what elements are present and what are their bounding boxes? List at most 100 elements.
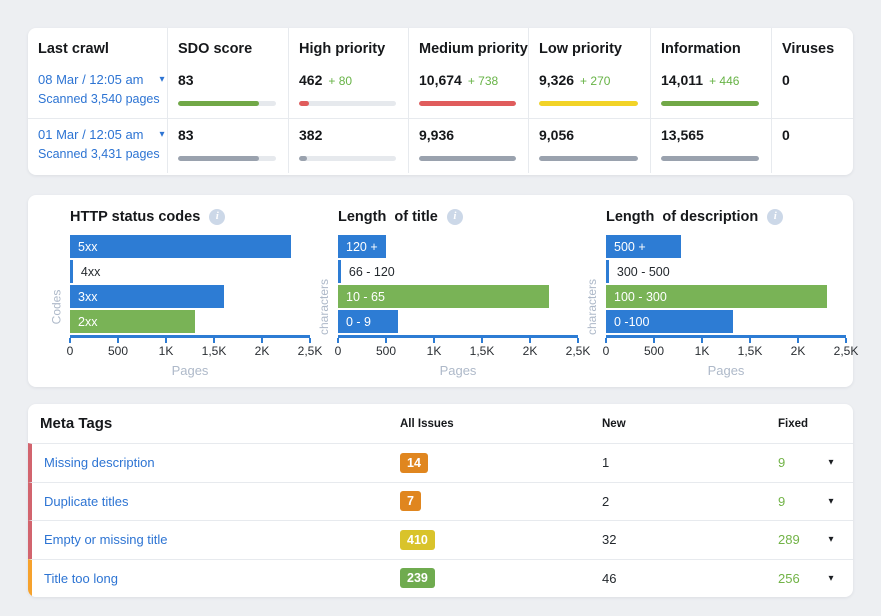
metric-bar-track [299, 156, 396, 161]
x-axis-tick-labels: 05001K1,5K2K2,5K [70, 343, 310, 360]
column-header-last-crawl: Last crawl [28, 28, 167, 64]
chart-bar-label: 0 -100 [606, 315, 649, 329]
new-count: 32 [602, 532, 778, 547]
x-axis-tick-label: 2K [523, 344, 538, 358]
x-axis-tick-label: 1K [695, 344, 710, 358]
chevron-down-icon[interactable]: ▾ [160, 129, 165, 140]
issue-link[interactable]: Duplicate titles [32, 494, 400, 509]
chart-bar-fill [338, 260, 341, 283]
x-axis-tick-label: 2K [255, 344, 270, 358]
chart-plot: 5xx4xx3xx2xx05001K1,5K2K2,5KPages [70, 235, 310, 378]
chevron-down-icon[interactable]: ▾ [828, 534, 833, 545]
crawl-row-previous: 01 Mar / 12:05 am▾Scanned 3,431 pages83 3… [28, 118, 853, 173]
fixed-count: 256 [778, 571, 809, 586]
chevron-down-icon[interactable]: ▾ [828, 457, 833, 468]
metric-value: 9,326 [539, 72, 574, 88]
y-axis-label-text: Codes [49, 289, 63, 324]
column-header-viruses: Viruses [771, 28, 853, 64]
column-header-all-issues: All Issues [400, 418, 602, 430]
metric-cell: 9,936 [408, 119, 528, 173]
chart-title: HTTP status codes [70, 209, 200, 225]
crawl-date-dropdown[interactable]: 01 Mar / 12:05 am▾ [38, 127, 155, 142]
chart-bar-fill [70, 260, 73, 283]
metric-bar-fill [661, 101, 759, 106]
chevron-down-icon[interactable]: ▾ [828, 573, 833, 584]
metric-bar-fill [539, 156, 638, 161]
metric-value-line: 9,936 [419, 127, 516, 145]
all-issues-badge: 7 [400, 491, 421, 511]
x-axis-line [338, 335, 578, 343]
metric-value: 13,565 [661, 127, 704, 143]
metric-bar-fill [299, 156, 307, 161]
meta-tags-header-row: Meta Tags All Issues New Fixed [28, 404, 853, 443]
all-issues-badge: 410 [400, 530, 435, 550]
column-header-label: Low priority [539, 41, 622, 57]
metric-bar-fill [178, 156, 259, 161]
metric-delta: + 80 [328, 74, 352, 88]
x-axis-tick-label: 2,5K [566, 344, 591, 358]
chart-bars: 500 +300 - 500100 - 3000 -100 [606, 235, 846, 333]
x-axis-tick-label: 1,5K [470, 344, 495, 358]
chart-bar-fill: 5xx [70, 235, 291, 258]
metric-cell: 382 [288, 119, 408, 173]
metric-value-line: 462+ 80 [299, 72, 396, 90]
chart-bar: 5xx [70, 235, 310, 258]
chart-body: Codes5xx4xx3xx2xx05001K1,5K2K2,5KPages [42, 235, 310, 378]
chart-bar-fill [606, 260, 609, 283]
metric-value: 0 [782, 72, 790, 88]
x-axis-tick-label: 1,5K [738, 344, 763, 358]
column-header-label: Information [661, 41, 741, 57]
metric-bar-track [419, 156, 516, 161]
metric-bar-track [661, 101, 759, 106]
metric-bar-track [539, 101, 638, 106]
chart-title: Length of title [338, 209, 438, 225]
chevron-down-icon[interactable]: ▾ [828, 496, 833, 507]
x-axis-tick-label: 0 [335, 344, 342, 358]
info-icon[interactable]: i [767, 209, 783, 225]
chart-bar: 300 - 500 [606, 260, 846, 283]
issue-row-title-too-long[interactable]: Title too long23946256▾ [28, 559, 853, 598]
chart-bar-fill: 0 - 9 [338, 310, 398, 333]
chart-bar-label: 0 - 9 [338, 315, 371, 329]
x-axis-line [606, 335, 846, 343]
new-count: 1 [602, 455, 778, 470]
chevron-down-icon[interactable]: ▾ [160, 74, 165, 85]
metric-value: 382 [299, 127, 322, 143]
chart-bar: 120 + [338, 235, 578, 258]
metric-value-line: 0 [782, 72, 841, 90]
column-header-fixed: Fixed [778, 418, 853, 430]
crawl-date-dropdown[interactable]: 08 Mar / 12:05 am▾ [38, 72, 155, 87]
column-header-low-priority: Low priority [528, 28, 650, 64]
crawl-date-cell: 01 Mar / 12:05 am▾Scanned 3,431 pages [28, 119, 167, 173]
chart-plot: 500 +300 - 500100 - 3000 -10005001K1,5K2… [606, 235, 846, 378]
metric-value-line: 9,056 [539, 127, 638, 145]
issue-link[interactable]: Empty or missing title [32, 532, 400, 547]
x-axis-tick-labels: 05001K1,5K2K2,5K [338, 343, 578, 360]
crawl-date-cell: 08 Mar / 12:05 am▾Scanned 3,540 pages [28, 64, 167, 118]
issue-row-duplicate-titles[interactable]: Duplicate titles729▾ [28, 482, 853, 521]
meta-tags-card: Meta Tags All Issues New Fixed Missing d… [28, 404, 853, 597]
chart-plot: 120 +66 - 12010 - 650 - 905001K1,5K2K2,5… [338, 235, 578, 378]
issue-link[interactable]: Missing description [32, 455, 400, 470]
chart-bar-label: 300 - 500 [617, 265, 670, 279]
metric-bar-fill [178, 101, 259, 106]
chart-bars: 120 +66 - 12010 - 650 - 9 [338, 235, 578, 333]
crawl-summary-header-row: Last crawlSDO scoreHigh priorityMedium p… [28, 28, 853, 64]
metric-cell: 83 [167, 64, 288, 118]
info-icon[interactable]: i [447, 209, 463, 225]
x-axis-tick-label: 2,5K [298, 344, 323, 358]
metric-bar-fill [661, 156, 759, 161]
column-header-high-priority: High priority [288, 28, 408, 64]
crawl-row-latest: 08 Mar / 12:05 am▾Scanned 3,540 pages83 4… [28, 64, 853, 118]
metric-value-line: 10,674+ 738 [419, 72, 516, 90]
issue-link[interactable]: Title too long [32, 571, 400, 586]
metric-cell: 83 [167, 119, 288, 173]
column-header-sdo-score: SDO score [167, 28, 288, 64]
info-icon[interactable]: i [209, 209, 225, 225]
issue-row-empty-or-missing-title[interactable]: Empty or missing title41032289▾ [28, 520, 853, 559]
metric-bar-fill [539, 101, 638, 106]
issue-row-missing-description[interactable]: Missing description1419▾ [28, 443, 853, 482]
chart-bar-label: 4xx [81, 265, 100, 279]
chart-bar-label: 66 - 120 [349, 265, 395, 279]
metric-value: 14,011 [661, 72, 703, 88]
